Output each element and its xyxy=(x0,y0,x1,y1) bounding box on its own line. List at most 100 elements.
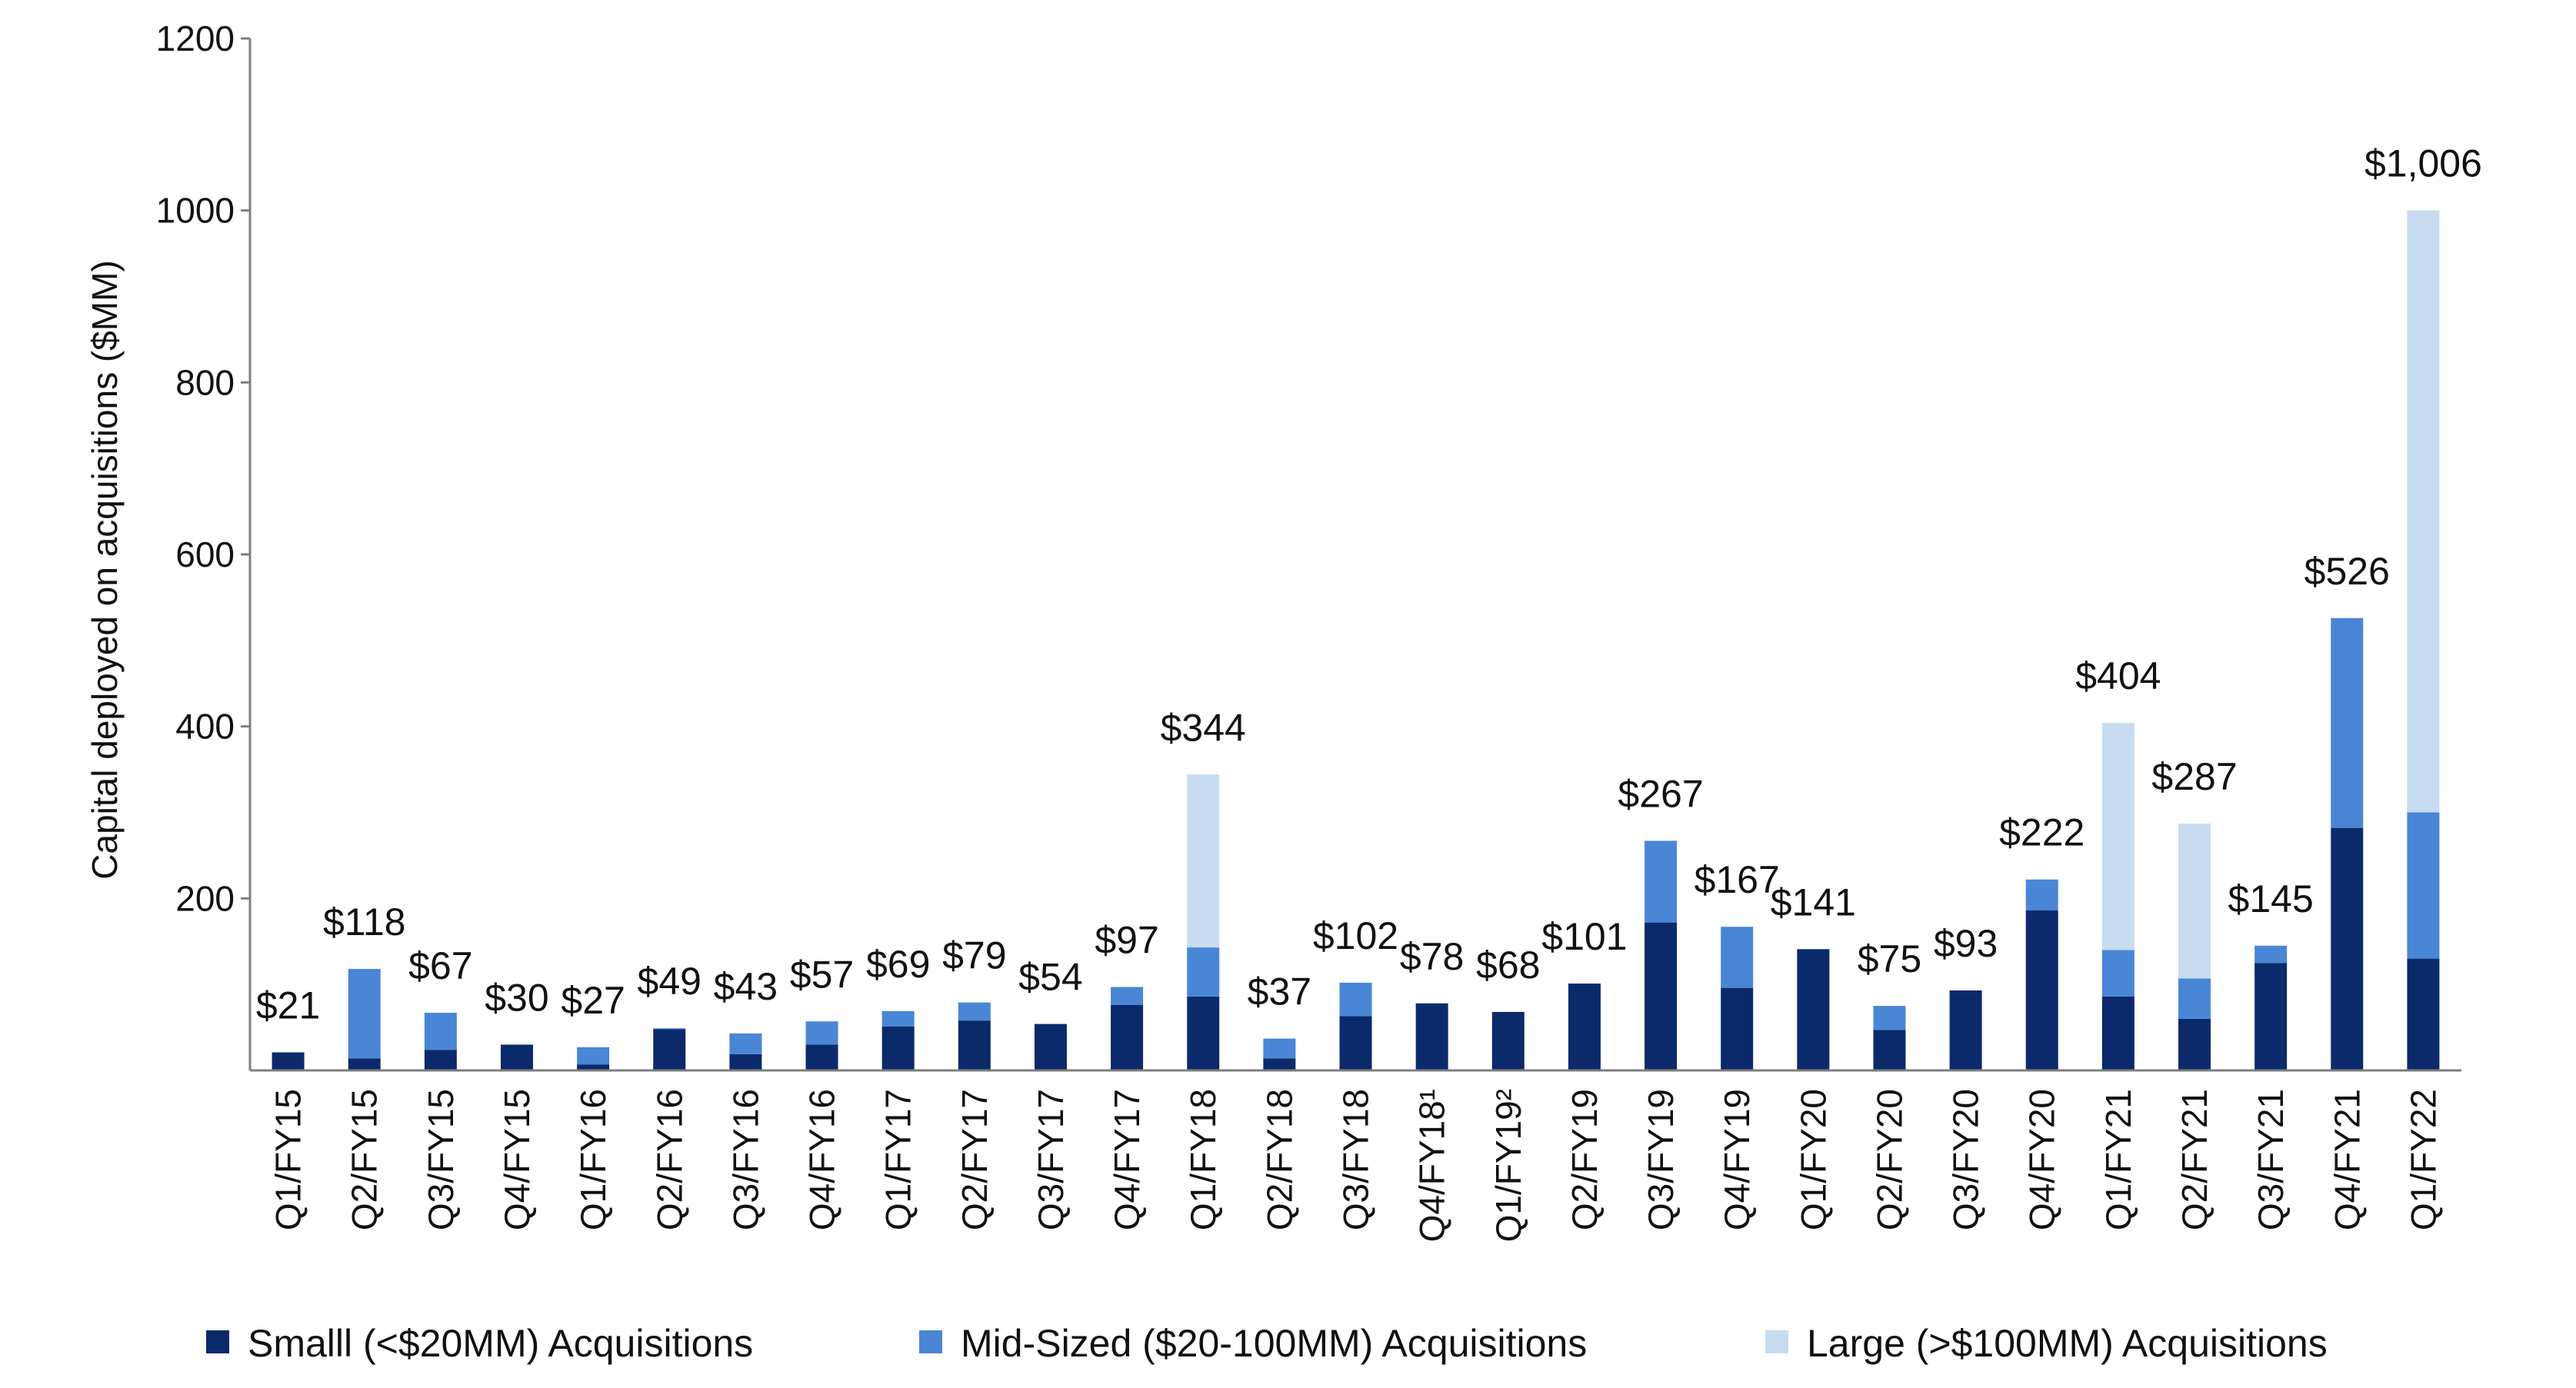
bar-segment-mid-sized xyxy=(1721,927,1754,988)
bar-segment-small xyxy=(729,1053,762,1070)
x-category-label: Q3/FY18 xyxy=(1336,1089,1376,1230)
bar-total-label: $145 xyxy=(2228,877,2314,920)
bar-total-label: $49 xyxy=(638,960,701,1003)
bar-total-label: $222 xyxy=(1999,811,2084,854)
bar-segment-small xyxy=(1339,1016,1372,1070)
bar-total-label: $30 xyxy=(485,976,548,1019)
bar-segment-small xyxy=(2025,910,2058,1070)
bar-segment-mid-sized xyxy=(805,1021,838,1045)
bar-segment-small xyxy=(1034,1024,1067,1070)
bar-segment-mid-sized xyxy=(881,1010,915,1027)
bar-total-label: $75 xyxy=(1858,937,1921,980)
bar-total-label: $97 xyxy=(1095,919,1158,962)
x-category-label: Q4/FY18¹ xyxy=(1412,1089,1452,1242)
legend-label: Mid-Sized ($20-100MM) Acquisitions xyxy=(961,1322,1587,1365)
x-category-label: Q1/FY21 xyxy=(2098,1089,2138,1230)
x-category-label: Q1/FY15 xyxy=(268,1089,308,1230)
bar-total-label: $526 xyxy=(2304,550,2390,593)
bar-total-label: $54 xyxy=(1018,956,1082,999)
bar-total-label: $267 xyxy=(1618,772,1703,815)
x-category-label: Q3/FY16 xyxy=(725,1089,765,1230)
bar-segment-small xyxy=(2331,827,2364,1070)
bar-segment-mid-sized xyxy=(958,1002,991,1021)
axes: 200 400 600 800 1000 1200 Capital deployed on … xyxy=(85,18,2461,1242)
bar-segment-small xyxy=(1415,1003,1448,1070)
bar-segment-small xyxy=(1721,987,1754,1070)
bar-total-label: $141 xyxy=(1771,880,1856,924)
y-axis-title: Capital deployed on acquisitions ($MM) xyxy=(85,260,125,879)
plot-area xyxy=(272,210,2440,1070)
bar-segment-large xyxy=(2407,210,2440,813)
bar-total-label: $69 xyxy=(866,943,930,986)
y-tick-label: 400 xyxy=(175,707,235,747)
legend: Smalll (<$20MM) Acquisitions Mid-Sized ($… xyxy=(206,1322,2328,1365)
x-category-label: Q3/FY15 xyxy=(421,1089,461,1230)
x-category-label: Q3/FY19 xyxy=(1641,1089,1681,1230)
bar-segment-mid-sized xyxy=(2178,978,2211,1019)
y-tick-label: 1000 xyxy=(156,191,235,231)
y-tick-label: 1200 xyxy=(156,18,235,58)
x-category-label: Q1/FY18 xyxy=(1183,1089,1223,1230)
bar-segment-small xyxy=(653,1029,686,1070)
bar-segment-small xyxy=(1263,1058,1296,1070)
bar-segment-small xyxy=(2178,1018,2211,1070)
x-category-label: Q4/FY21 xyxy=(2327,1089,2367,1230)
bar-segment-small xyxy=(348,1058,381,1070)
x-category-label: Q3/FY17 xyxy=(1031,1089,1071,1230)
x-category-label: Q2/FY15 xyxy=(345,1089,385,1230)
bar-total-label: $78 xyxy=(1400,935,1464,978)
x-category-label: Q4/FY17 xyxy=(1107,1089,1147,1230)
bar-segment-small xyxy=(1873,1030,1906,1070)
x-category-label: Q2/FY20 xyxy=(1869,1089,1909,1230)
bar-segment-small xyxy=(1187,996,1220,1070)
bar-total-label: $27 xyxy=(561,979,625,1022)
x-category-label: Q1/FY16 xyxy=(573,1089,613,1230)
bar-segment-mid-sized xyxy=(1263,1038,1296,1059)
bar-segment-small xyxy=(1645,922,1678,1070)
y-tick-label: 200 xyxy=(175,878,235,918)
x-category-label: Q3/FY20 xyxy=(1946,1089,1986,1230)
bar-segment-small xyxy=(272,1052,305,1070)
legend-label: Large (>$100MM) Acquisitions xyxy=(1807,1322,2328,1365)
bar-total-label: $287 xyxy=(2151,755,2237,798)
bar-segment-large xyxy=(2178,824,2211,979)
bar-total-label: $101 xyxy=(1541,915,1627,958)
legend-label: Smalll (<$20MM) Acquisitions xyxy=(248,1322,753,1365)
bar-total-label: $102 xyxy=(1313,914,1398,957)
bar-total-label: $1,006 xyxy=(2364,142,2482,185)
bar-segment-mid-sized xyxy=(1187,947,1220,997)
bar-segment-mid-sized xyxy=(653,1028,686,1030)
x-category-label: Q4/FY15 xyxy=(497,1089,537,1230)
bar-segment-mid-sized xyxy=(2101,950,2134,997)
legend-swatch xyxy=(206,1330,229,1353)
legend-swatch xyxy=(1765,1330,1788,1353)
bar-total-label: $67 xyxy=(408,944,472,987)
bar-total-label: $344 xyxy=(1161,706,1246,749)
bar-segment-small xyxy=(2254,963,2288,1070)
bar-segment-mid-sized xyxy=(1873,1006,1906,1030)
bar-segment-mid-sized xyxy=(729,1033,762,1054)
bar-total-label: $57 xyxy=(790,953,854,996)
bar-segment-small xyxy=(424,1050,457,1070)
bar-segment-small xyxy=(1568,984,1601,1070)
bar-segment-mid-sized xyxy=(2025,879,2058,910)
bar-segment-small xyxy=(1797,949,1830,1070)
bar-segment-small xyxy=(805,1044,838,1070)
x-category-label: Q4/FY20 xyxy=(2022,1089,2062,1230)
bar-segment-mid-sized xyxy=(348,969,381,1059)
x-category-label: Q4/FY19 xyxy=(1717,1089,1757,1230)
bar-total-label: $118 xyxy=(323,900,406,944)
bar-segment-small xyxy=(1491,1011,1525,1070)
x-category-label: Q3/FY21 xyxy=(2251,1089,2291,1230)
bar-segment-mid-sized xyxy=(1645,840,1678,923)
x-category-label: Q2/FY16 xyxy=(649,1089,689,1230)
bar-segment-small xyxy=(958,1020,991,1070)
x-category-label: Q2/FY19 xyxy=(1565,1089,1605,1230)
x-category-label: Q1/FY22 xyxy=(2403,1089,2443,1230)
bar-total-label: $43 xyxy=(714,965,778,1008)
bar-segment-small xyxy=(2407,958,2440,1070)
bar-segment-small xyxy=(1949,990,1982,1070)
x-category-label: Q4/FY16 xyxy=(802,1089,842,1230)
bar-segment-mid-sized xyxy=(1111,987,1144,1006)
bar-total-label: $21 xyxy=(256,984,320,1027)
